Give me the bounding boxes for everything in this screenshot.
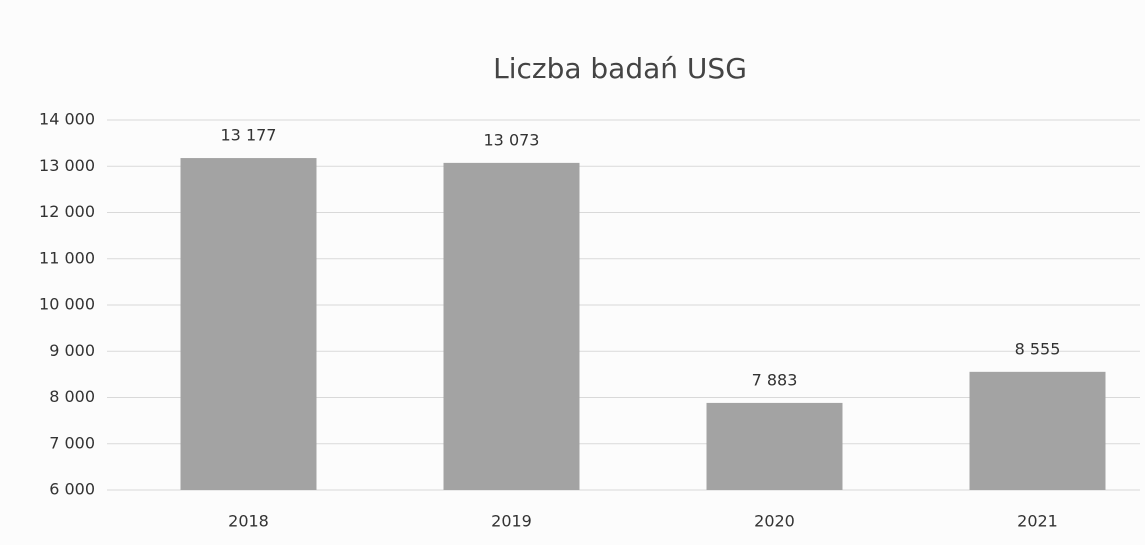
value-label: 13 177 (221, 126, 277, 145)
y-tick-label: 13 000 (39, 156, 95, 175)
value-label: 7 883 (752, 370, 798, 389)
y-tick-label: 9 000 (49, 341, 95, 360)
bar (180, 158, 317, 490)
bar (969, 371, 1106, 490)
bar (706, 402, 843, 490)
x-tick-label: 2019 (491, 512, 532, 531)
y-tick-label: 11 000 (39, 248, 95, 267)
y-tick-label: 12 000 (39, 202, 95, 221)
value-label: 13 073 (484, 130, 540, 149)
y-tick-label: 8 000 (49, 387, 95, 406)
chart-title: Liczba badań USG (493, 52, 747, 85)
value-label: 8 555 (1015, 339, 1061, 358)
y-tick-label: 6 000 (49, 480, 95, 499)
y-tick-label: 10 000 (39, 295, 95, 314)
x-tick-label: 2020 (754, 512, 795, 531)
y-tick-label: 7 000 (49, 433, 95, 452)
x-tick-label: 2018 (228, 512, 269, 531)
y-tick-label: 14 000 (39, 110, 95, 129)
bar (443, 162, 580, 490)
x-tick-label: 2021 (1017, 512, 1058, 531)
